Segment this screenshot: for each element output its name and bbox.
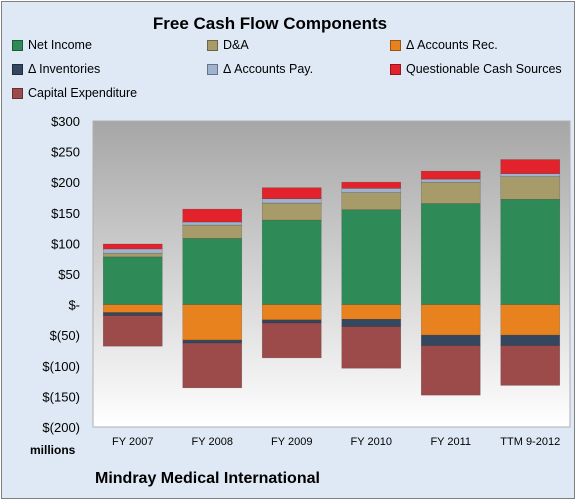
y-tick-label: $(200): [42, 420, 80, 435]
legend-item-net-income: Net Income: [12, 36, 92, 54]
y-tick-label: $150: [51, 206, 80, 221]
y-tick-label: $100: [51, 236, 80, 251]
bar-segment: [261, 198, 322, 204]
bar-segment: [420, 304, 481, 336]
legend-swatch: [207, 63, 218, 75]
legend-item-questionable-cash: Questionable Cash Sources: [390, 60, 562, 78]
bar-segment: [102, 248, 163, 254]
legend-label: Δ Accounts Rec.: [406, 38, 498, 52]
bar-segment: [182, 342, 243, 389]
x-tick-label: TTM 9-2012: [500, 436, 560, 448]
bar-segment: [261, 319, 322, 324]
chart-title: Free Cash Flow Components: [152, 14, 388, 33]
bar-segment: [102, 243, 163, 250]
y-tick-label: $(50): [50, 328, 80, 343]
legend-swatch: [207, 39, 218, 51]
legend-item-accounts-pay: Δ Accounts Pay.: [207, 60, 313, 78]
plot-area: [92, 120, 571, 428]
units-label: millions: [30, 443, 76, 457]
bar-segment: [261, 304, 322, 321]
bar-segment: [420, 181, 481, 204]
bar-segment: [500, 199, 561, 305]
y-tick-label: $200: [51, 175, 80, 190]
legend-swatch: [390, 39, 401, 51]
bar-segment: [182, 208, 243, 223]
bar-segment: [341, 209, 402, 305]
bar-segment: [500, 345, 561, 386]
y-tick-label: $(150): [42, 389, 80, 404]
x-tick-label: FY 2009: [271, 436, 312, 448]
bar-segment: [420, 334, 481, 346]
bar-segment: [341, 192, 402, 211]
bar-segment: [182, 221, 243, 226]
bar-segment: [182, 224, 243, 239]
y-tick-label: $250: [51, 145, 80, 160]
legend-label: Δ Accounts Pay.: [223, 62, 314, 76]
bar-segment: [420, 178, 481, 183]
bar-segment: [102, 304, 163, 313]
y-tick-label: $300: [51, 114, 80, 129]
bar-segment: [182, 304, 243, 341]
legend-swatch: [12, 39, 23, 51]
legend-swatch: [390, 63, 401, 75]
legend-item-inventories: Δ Inventories: [12, 60, 100, 78]
bar-segment: [341, 318, 402, 327]
bar-segment: [261, 187, 322, 200]
legend-item-accounts-rec: Δ Accounts Rec.: [390, 36, 498, 54]
bar-segment: [500, 176, 561, 200]
x-tick-label: FY 2008: [192, 436, 233, 448]
bar-segment: [261, 322, 322, 359]
legend-label: Questionable Cash Sources: [406, 62, 562, 76]
legend-item-da: D&A: [207, 36, 249, 54]
legend-label: Δ Inventories: [28, 62, 101, 76]
bar-segment: [341, 188, 402, 193]
footer-company: Mindray Medical International: [95, 470, 320, 487]
bar-segment: [102, 252, 163, 258]
y-tick-label: $-: [68, 298, 80, 313]
legend-label: Net Income: [28, 38, 92, 52]
legend-label: D&A: [223, 38, 249, 52]
bar-segment: [102, 256, 163, 305]
bar-segment: [420, 203, 481, 305]
bar-segment: [341, 181, 402, 189]
bar-segment: [420, 345, 481, 396]
bar-segment: [182, 339, 243, 344]
y-tick-label: $50: [58, 267, 80, 282]
legend-label: Capital Expenditure: [28, 86, 138, 100]
legend-item-capex: Capital Expenditure: [12, 84, 137, 102]
x-tick-label: FY 2010: [351, 436, 392, 448]
bar-segment: [341, 326, 402, 369]
bar-segment: [261, 202, 322, 221]
legend: Net Income D&A Δ Accounts Rec. Δ Invento…: [12, 36, 572, 108]
x-tick-label: FY 2007: [112, 436, 153, 448]
bar-segment: [500, 173, 561, 177]
bar-segment: [261, 219, 322, 305]
bar-segment: [500, 304, 561, 336]
y-tick-label: $(100): [42, 359, 80, 374]
bar-segment: [182, 238, 243, 305]
bar-segment: [500, 334, 561, 346]
bar-segment: [341, 304, 402, 320]
legend-swatch: [12, 63, 23, 75]
bar-segment: [420, 170, 481, 180]
bar-segment: [500, 159, 561, 174]
legend-swatch: [12, 87, 23, 99]
bar-segment: [102, 315, 163, 347]
x-tick-label: FY 2011: [430, 436, 471, 448]
bar-segment: [102, 312, 163, 316]
